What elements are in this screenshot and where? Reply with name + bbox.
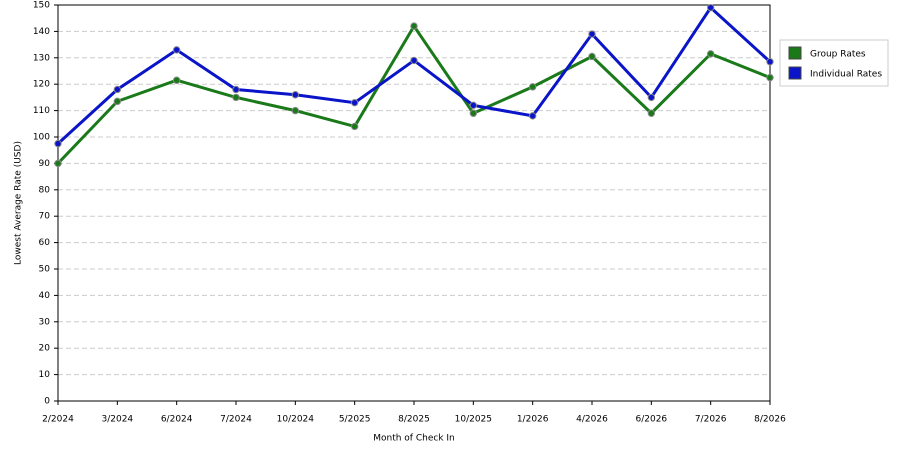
y-tick-label: 130 [33,53,50,63]
data-point [291,91,300,99]
data-point [588,52,596,61]
y-tick-label: 10 [39,370,51,380]
x-tick-label: 7/2026 [695,415,727,425]
y-tick-label: 0 [44,397,50,407]
legend-swatch [788,66,802,80]
data-point [172,76,181,84]
y-tick-label: 120 [33,80,50,90]
x-tick-label: 6/2026 [635,415,667,425]
data-point [706,50,715,58]
data-point [766,73,774,82]
data-point [350,98,359,107]
x-tick-label: 2/2024 [42,415,74,425]
y-tick-label: 140 [33,27,50,37]
data-point [647,109,656,117]
x-tick-label: 6/2024 [161,415,193,425]
x-tick-label: 10/2025 [455,415,492,425]
data-point [766,58,774,66]
y-tick-label: 40 [39,291,51,301]
data-point [410,22,418,30]
data-point [469,101,478,110]
data-point [528,112,537,120]
x-tick-label: 4/2026 [576,415,608,425]
y-tick-label: 110 [33,106,50,116]
x-tick-label: 8/2026 [754,415,786,425]
legend-swatch [788,46,802,60]
data-point [54,139,62,148]
legend-label: Group Rates [810,50,866,60]
y-axis-label: Lowest Average Rate (USD) [14,141,24,265]
y-tick-label: 80 [39,185,51,195]
y-tick-label: 50 [39,265,51,275]
y-tick-label: 20 [39,344,51,354]
data-point [706,3,715,12]
data-point [647,93,656,102]
x-tick-label: 3/2024 [101,415,133,425]
data-point [172,46,181,54]
x-tick-label: 10/2024 [277,415,315,425]
legend-label: Individual Rates [810,70,882,80]
data-point [528,83,537,91]
data-point [410,56,418,65]
y-tick-label: 100 [33,133,50,143]
y-tick-label: 90 [39,159,51,169]
data-point [113,97,122,106]
x-tick-label: 8/2025 [398,415,430,425]
x-tick-label: 7/2024 [220,415,252,425]
data-point [232,85,240,94]
data-point [469,109,478,117]
y-tick-label: 70 [39,212,51,222]
x-tick-label: 5/2025 [339,415,371,425]
data-point [54,159,62,168]
data-point [113,85,122,94]
y-tick-label: 150 [33,1,50,11]
data-point [588,30,596,38]
x-axis-label: Month of Check In [373,434,455,444]
data-point [232,93,240,102]
x-tick-label: 1/2026 [517,415,549,425]
y-tick-label: 30 [39,317,51,327]
data-point [291,106,300,115]
y-tick-label: 60 [39,238,51,248]
data-point [350,122,359,131]
